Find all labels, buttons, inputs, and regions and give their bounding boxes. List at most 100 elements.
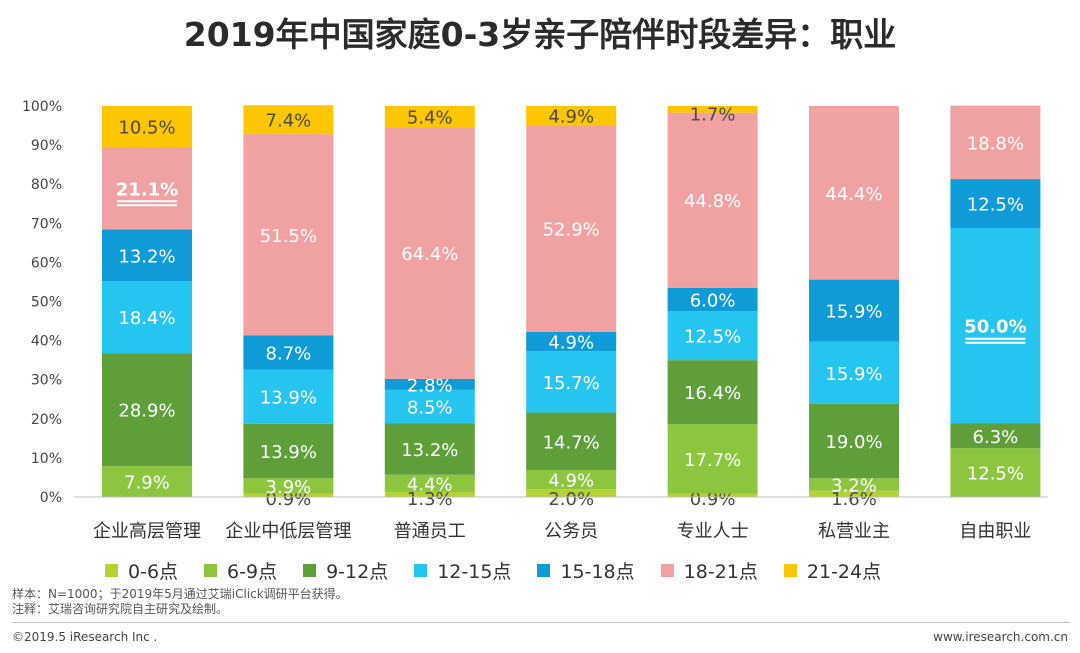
chart-title: 2019年中国家庭0-3岁亲子陪伴时段差异：职业: [183, 15, 897, 54]
legend-swatch: [303, 563, 317, 577]
legend-item: 0-6点: [105, 557, 178, 584]
bar-segment: [809, 490, 899, 497]
bar-segment: [384, 127, 475, 379]
y-tick-label: 40%: [31, 334, 62, 350]
data-label: 64.4%: [401, 244, 458, 265]
data-label: 4.9%: [548, 333, 594, 354]
data-label: 17.7%: [684, 450, 741, 471]
bar-segment: [526, 412, 617, 471]
bar-segment: [809, 279, 899, 342]
data-label: 5.4%: [407, 108, 453, 129]
data-label: 15.9%: [825, 364, 882, 385]
chart-notes: 样本：N=1000；于2019年5月通过艾瑞iClick调研平台获得。 注释：艾…: [12, 587, 348, 617]
data-label: 13.9%: [260, 442, 317, 463]
data-label: 50.0%: [964, 317, 1026, 338]
data-label: 52.9%: [543, 220, 600, 241]
bar-segment: [950, 448, 1041, 497]
data-label: 14.7%: [543, 432, 600, 453]
data-label: 12.5%: [967, 195, 1024, 216]
data-label: 3.9%: [266, 477, 312, 498]
bar-segment: [384, 389, 475, 424]
data-label: 2.8%: [407, 375, 453, 396]
bar-segment: [667, 112, 758, 288]
bar-segment: [102, 281, 192, 354]
data-label: 13.2%: [118, 246, 175, 267]
y-tick-label: 30%: [31, 373, 62, 389]
chart-legend: 0-6点 6-9点 9-12点 12-15点 15-18点 18-21点 21-24点: [105, 556, 1005, 584]
bar-segment: [243, 493, 334, 497]
bar-segment: [950, 179, 1041, 228]
data-label: 7.9%: [124, 473, 170, 494]
data-label: 15.7%: [543, 373, 600, 394]
bar-segment: [384, 423, 475, 475]
bar-segment: [667, 106, 758, 113]
y-tick-label: 90%: [31, 138, 62, 154]
y-tick-label: 70%: [31, 216, 62, 232]
bar-segment: [102, 353, 192, 467]
legend-swatch: [105, 563, 118, 577]
data-label: 1.6%: [831, 489, 877, 510]
legend-swatch: [204, 563, 218, 577]
sample-note: 样本：N=1000；于2019年5月通过艾瑞iClick调研平台获得。: [12, 587, 348, 601]
data-label: 4.4%: [407, 474, 453, 495]
data-label: 15.9%: [825, 302, 882, 323]
x-category-label: 企业中低层管理: [225, 521, 351, 542]
y-tick-label: 0%: [40, 490, 62, 506]
y-tick-label: 20%: [31, 412, 62, 428]
legend-label: 18-21点: [683, 560, 758, 583]
data-label: 12.5%: [684, 327, 741, 348]
legend-item: 18-21点: [660, 557, 758, 584]
bar-segment: [243, 105, 334, 135]
bar-segment: [667, 493, 758, 497]
bar-segment: [243, 423, 334, 479]
data-label: 18.8%: [967, 133, 1024, 154]
legend-label: 6-9点: [227, 560, 278, 583]
data-label: 21.1%: [116, 179, 178, 200]
legend-label: 0-6点: [128, 560, 179, 583]
legend-item: 15-18点: [537, 557, 635, 584]
bar-segment: [667, 311, 758, 361]
data-label: 13.9%: [260, 388, 317, 409]
bar-segment: [526, 125, 617, 332]
y-tick-label: 50%: [31, 295, 62, 311]
bar-segment: [102, 466, 192, 497]
legend-swatch: [414, 563, 428, 577]
bar-segment: [809, 106, 899, 280]
y-tick-label: 10%: [31, 451, 62, 467]
y-tick-label: 80%: [31, 177, 62, 193]
bar-segment: [667, 360, 758, 425]
data-label: 8.5%: [407, 397, 453, 418]
data-label: 6.0%: [690, 291, 736, 312]
data-label: 0.9%: [690, 489, 736, 510]
bar-segment: [809, 478, 899, 491]
data-label: 13.2%: [401, 440, 458, 461]
data-label: 44.8%: [684, 191, 741, 212]
x-category-label: 公务员: [544, 521, 598, 542]
legend-swatch: [783, 563, 797, 577]
legend-label: 15-18点: [560, 560, 635, 583]
bar-segment: [809, 403, 899, 479]
bar-segment: [526, 331, 617, 352]
legend-item: 9-12点: [303, 557, 388, 584]
data-label: 28.9%: [118, 401, 175, 422]
footer-divider: [12, 622, 1070, 623]
bar-segment: [667, 424, 758, 494]
legend-label: 21-24点: [806, 560, 882, 583]
bar-segment: [950, 423, 1041, 449]
x-category-label: 企业高层管理: [93, 521, 201, 542]
data-label: 51.5%: [260, 226, 317, 247]
data-label: 4.9%: [548, 107, 594, 128]
data-label: 19.0%: [825, 432, 882, 453]
y-tick-label: 60%: [31, 255, 62, 271]
legend-label: 12-15点: [437, 560, 512, 583]
data-label: 16.4%: [684, 383, 741, 404]
footer-copyright: ©2019.5 iResearch Inc .: [12, 630, 158, 644]
legend-swatch: [660, 563, 674, 577]
data-label: 1.7%: [690, 105, 736, 126]
x-category-label: 普通员工: [394, 521, 466, 542]
legend-item: 6-9点: [204, 557, 277, 584]
data-label: 4.9%: [548, 471, 594, 492]
footer-website[interactable]: www.iresearch.com.cn: [933, 630, 1068, 644]
bar-segment: [526, 489, 617, 497]
bar-segment: [384, 474, 475, 492]
